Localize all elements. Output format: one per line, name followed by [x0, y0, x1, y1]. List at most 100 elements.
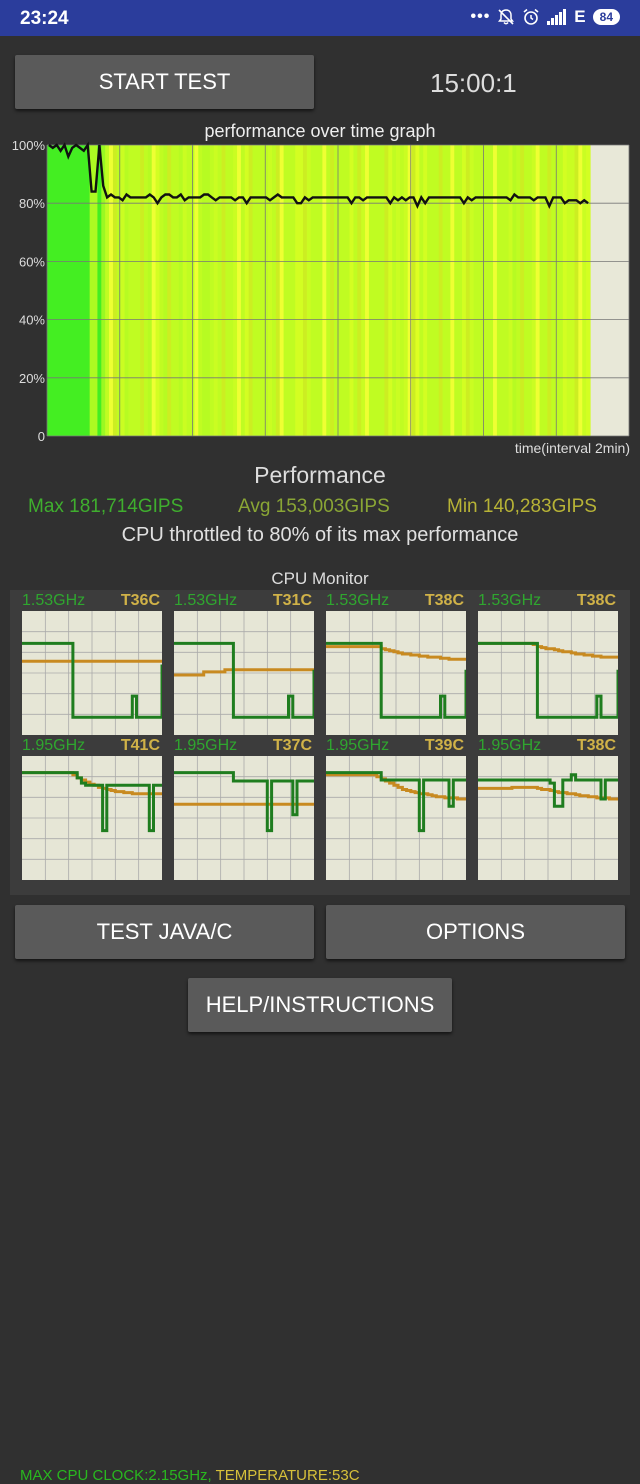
performance-bar — [508, 145, 514, 436]
performance-bar — [159, 145, 164, 436]
frequency-line — [478, 773, 618, 808]
performance-bar — [124, 145, 130, 436]
options-button[interactable]: OPTIONS — [326, 905, 625, 959]
performance-bar — [97, 145, 102, 436]
y-tick-label: 60% — [19, 254, 45, 269]
performance-bar — [399, 145, 405, 436]
performance-bar — [582, 145, 587, 436]
performance-bar — [496, 145, 502, 436]
performance-bar — [465, 145, 471, 436]
performance-bar — [477, 145, 482, 436]
performance-bar — [143, 145, 149, 436]
graph-title: performance over time graph — [204, 121, 436, 141]
performance-bar — [93, 145, 99, 436]
performance-line — [48, 141, 589, 210]
core-temperature: T38C — [424, 592, 464, 609]
performance-bar — [50, 145, 56, 436]
timer: 15:00:1 — [430, 68, 517, 98]
performance-bar — [194, 145, 199, 436]
performance-bar — [252, 145, 258, 436]
performance-bar — [167, 145, 172, 436]
performance-bar — [140, 145, 145, 436]
core-graph — [478, 611, 618, 735]
status-bar: 23:24 ••• E 84 — [0, 0, 640, 36]
core-frequency: 1.95GHz — [174, 737, 238, 754]
performance-bar — [58, 145, 64, 436]
performance-bar — [415, 145, 420, 436]
performance-bar — [531, 145, 537, 436]
performance-bar — [74, 145, 79, 436]
temperature-line — [174, 668, 314, 677]
more-notifications-icon: ••• — [470, 8, 491, 25]
performance-bar — [527, 145, 533, 436]
core-frequency: 1.95GHz — [22, 737, 86, 754]
performance-bar — [388, 145, 393, 436]
max-cpu-clock: MAX CPU CLOCK:2.15GHz, — [20, 1467, 212, 1484]
performance-bar — [458, 145, 463, 436]
core-temperature: T41C — [120, 737, 160, 754]
performance-bar — [411, 145, 417, 436]
performance-bar — [586, 145, 591, 436]
performance-graph: 100% 80% 60% 40% 20% 0 — [0, 138, 640, 468]
performance-bar — [368, 145, 374, 436]
performance-bar — [322, 145, 327, 436]
performance-bar — [493, 145, 498, 436]
performance-bar — [186, 145, 192, 436]
core-graph — [22, 756, 162, 880]
performance-bar — [337, 145, 343, 436]
performance-bar — [547, 145, 552, 436]
performance-bar — [81, 145, 87, 436]
cpu-monitor-panel: 1.53GHz T36C 1.53GHz T31C 1.53GHz T38C 1.53GHz… — [10, 590, 630, 1484]
performance-bar — [558, 145, 564, 436]
performance-bar — [206, 145, 211, 436]
y-tick-label: 80% — [19, 196, 45, 211]
max-performance: Max 181,714GIPS — [28, 496, 184, 517]
y-tick-label: 40% — [19, 313, 45, 328]
core-graph — [174, 611, 314, 735]
performance-bar — [512, 145, 517, 436]
performance-bar — [287, 145, 292, 436]
core-graph — [174, 756, 314, 880]
performance-bar — [380, 145, 386, 436]
performance-bar — [454, 145, 459, 436]
avg-performance: Avg 153,003GIPS — [238, 496, 390, 517]
performance-bar — [535, 145, 541, 436]
cpu-monitor-footer: MAX CPU CLOCK:2.15GHz, TEMPERATURE:53C — [20, 1467, 360, 1484]
performance-bar — [570, 145, 576, 436]
performance-bar — [291, 145, 296, 436]
performance-bar — [469, 145, 475, 436]
performance-bar — [365, 145, 370, 436]
performance-bar — [524, 145, 529, 436]
performance-bar — [264, 145, 269, 436]
performance-bar — [419, 145, 424, 436]
performance-bar — [574, 145, 579, 436]
performance-bar — [450, 145, 455, 436]
y-tick-label: 20% — [19, 371, 45, 386]
performance-bar — [112, 145, 118, 436]
start-test-button[interactable]: START TEST — [15, 55, 314, 109]
frequency-line — [326, 641, 466, 719]
core-graph — [478, 756, 618, 880]
core-graph — [326, 756, 466, 880]
performance-bar — [407, 145, 413, 436]
cpu-monitor-title: CPU Monitor — [271, 569, 369, 588]
performance-bar — [516, 145, 521, 436]
performance-bar — [392, 145, 397, 436]
performance-bar — [539, 145, 545, 436]
performance-bar — [279, 145, 285, 436]
test-java-c-button[interactable]: TEST JAVA/C — [15, 905, 314, 959]
core-temperature: T38C — [576, 737, 616, 754]
performance-bar — [295, 145, 300, 436]
frequency-line — [174, 641, 314, 719]
performance-bar — [54, 145, 60, 436]
performance-bar — [155, 145, 161, 436]
performance-bar — [213, 145, 219, 436]
core-frequency: 1.53GHz — [326, 592, 390, 609]
performance-bar — [357, 145, 362, 436]
signal-icon — [547, 9, 567, 25]
help-instructions-button[interactable]: HELP/INSTRUCTIONS — [188, 978, 452, 1032]
performance-bar — [171, 145, 176, 436]
performance-bar — [427, 145, 432, 436]
performance-bar — [70, 145, 75, 436]
performance-bar — [89, 145, 95, 436]
